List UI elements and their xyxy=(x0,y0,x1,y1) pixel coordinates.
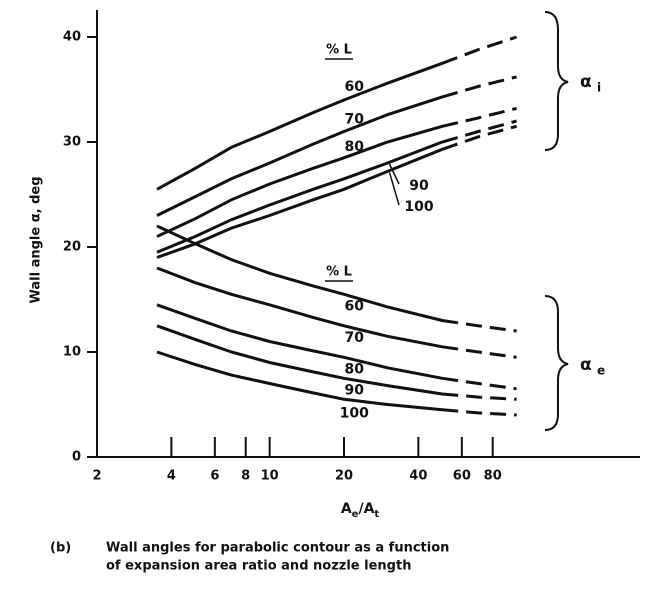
x-label-part: e xyxy=(352,509,359,520)
curve-label: 100 xyxy=(340,405,369,421)
curve xyxy=(156,106,517,238)
curve-label: 70 xyxy=(344,112,364,128)
curve xyxy=(156,303,517,391)
x-axis-label: Ae/At xyxy=(341,501,380,520)
y-tick-label: 40 xyxy=(63,30,81,45)
curve xyxy=(156,124,517,259)
group-header: % L xyxy=(326,265,352,280)
curve-label: 60 xyxy=(344,298,364,314)
curve-label: 100 xyxy=(404,199,433,215)
y-tick-label: 20 xyxy=(63,240,81,255)
x-tick-label: 10 xyxy=(261,469,279,484)
x-tick-label: 20 xyxy=(335,469,353,484)
leader xyxy=(388,163,400,185)
x-tick-label: 60 xyxy=(453,469,471,484)
x-tick-label: 4 xyxy=(167,469,176,484)
curve xyxy=(156,35,518,191)
x-label-part: /A xyxy=(358,501,374,517)
caption-tag: (b) xyxy=(50,541,71,556)
curve-label: 80 xyxy=(344,139,364,155)
leader xyxy=(388,172,400,206)
x-tick-label: 6 xyxy=(210,469,219,484)
x-label-part: A xyxy=(341,501,352,517)
brace xyxy=(544,11,569,151)
caption-line: of expansion area ratio and nozzle lengt… xyxy=(106,559,411,574)
group-header: % L xyxy=(326,43,352,58)
group-symbol: α xyxy=(580,72,592,92)
curve-label: 80 xyxy=(344,361,364,377)
x-tick-label: 2 xyxy=(92,469,101,484)
group-symbol: α xyxy=(580,355,592,375)
curve-label: 90 xyxy=(344,382,364,398)
x-tick-label: 8 xyxy=(241,469,250,484)
x-label-part: t xyxy=(374,509,379,520)
curve xyxy=(156,350,517,417)
x-tick-label: 40 xyxy=(409,469,427,484)
brace xyxy=(544,295,569,431)
y-tick-label: 30 xyxy=(63,135,81,150)
curve xyxy=(156,266,517,359)
group-subscript: i xyxy=(597,81,601,95)
x-tick-label: 80 xyxy=(484,469,502,484)
y-tick-label: 10 xyxy=(63,345,81,360)
y-tick-label: 0 xyxy=(72,450,81,465)
curve xyxy=(156,224,517,333)
y-axis-label: Wall angle α, deg xyxy=(29,176,44,303)
curve-label: 70 xyxy=(344,330,364,346)
curve-label: 90 xyxy=(409,178,429,194)
curve xyxy=(156,119,517,254)
curve-label: 60 xyxy=(344,79,364,95)
curve xyxy=(156,75,517,217)
caption-line: Wall angles for parabolic contour as a f… xyxy=(106,541,449,556)
curve xyxy=(156,324,517,401)
group-subscript: e xyxy=(597,364,605,378)
